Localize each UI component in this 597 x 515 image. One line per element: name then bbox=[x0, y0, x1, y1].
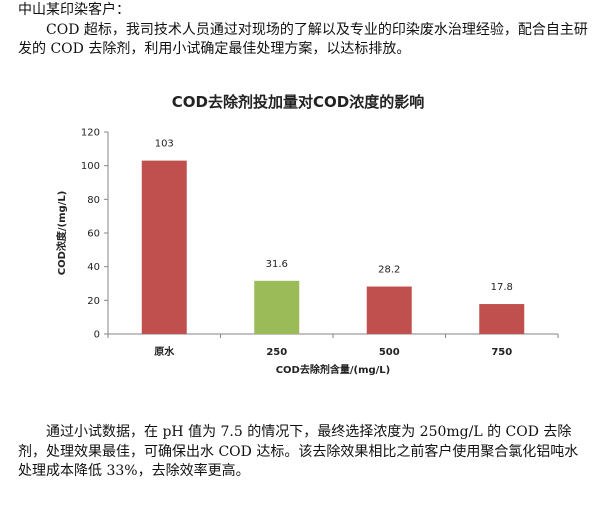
intro-text: COD 超标，我司技术人员通过对现场的了解以及专业的印染废水治理经验，配合自主研… bbox=[18, 21, 590, 60]
y-tick-label: 60 bbox=[87, 229, 100, 240]
bar bbox=[366, 286, 412, 334]
bar bbox=[254, 280, 300, 334]
data-labels: 103 31.6 28.2 17.8 bbox=[155, 139, 513, 293]
y-tick-label: 120 bbox=[81, 128, 100, 139]
intro-paragraph: 中山某印染客户： COD 超标，我司技术人员通过对现场的了解以及专业的印染废水治… bbox=[18, 1, 590, 60]
intro-text-body: COD 超标，我司技术人员通过对现场的了解以及专业的印染废水治理经验，配合自主研… bbox=[18, 21, 588, 58]
data-label: 17.8 bbox=[491, 282, 513, 293]
category-labels: 原水 250 500 750 bbox=[154, 345, 512, 358]
bars bbox=[141, 160, 525, 334]
data-label: 31.6 bbox=[266, 259, 288, 270]
bar bbox=[479, 304, 525, 334]
data-label: 28.2 bbox=[378, 265, 400, 276]
category-label: 原水 bbox=[154, 345, 175, 358]
category-label: 250 bbox=[266, 347, 287, 358]
y-tick-label: 80 bbox=[87, 195, 100, 206]
category-label: 750 bbox=[491, 347, 512, 358]
x-axis-label: COD去除剂含量/(mg/L) bbox=[276, 363, 391, 376]
cod-chart: COD去除剂投加量对COD浓度的影响 0 20 40 60 80 100 120 103 31… bbox=[55, 93, 559, 376]
x-axis bbox=[107, 333, 559, 338]
data-label: 103 bbox=[155, 139, 174, 150]
client-heading: 中山某印染客户： bbox=[18, 2, 130, 18]
y-axis: 0 20 40 60 80 100 120 bbox=[81, 128, 109, 341]
category-label: 500 bbox=[379, 347, 400, 358]
chart-title: COD去除剂投加量对COD浓度的影响 bbox=[172, 93, 424, 111]
y-axis-label: COD浓度/(mg/L) bbox=[55, 191, 68, 276]
y-tick-label: 0 bbox=[94, 330, 100, 341]
y-tick-label: 100 bbox=[81, 161, 100, 172]
conclusion-paragraph: 通过小试数据，在 pH 值为 7.5 的情况下，最终选择浓度为 250mg/L … bbox=[18, 423, 586, 482]
y-tick-label: 40 bbox=[87, 262, 100, 273]
bar bbox=[141, 160, 187, 334]
y-tick-label: 20 bbox=[87, 296, 100, 307]
conclusion-text: 通过小试数据，在 pH 值为 7.5 的情况下，最终选择浓度为 250mg/L … bbox=[18, 424, 579, 479]
